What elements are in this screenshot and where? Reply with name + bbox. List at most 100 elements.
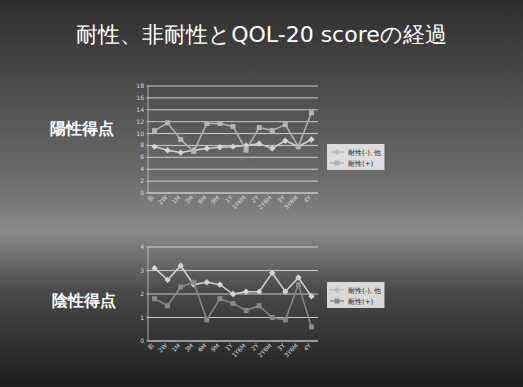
chart: 陽性得点024681012141618前2W1M3M6M9M1Y1Y6M2Y2Y… bbox=[50, 82, 384, 210]
y-axis bbox=[148, 247, 149, 341]
x-tick-label: 3M bbox=[183, 194, 194, 205]
grid-line bbox=[148, 133, 318, 134]
marker bbox=[283, 122, 288, 127]
marker bbox=[165, 303, 170, 308]
slide: 耐性、非耐性とQOL-20 scoreの経過陽性得点02468101214161… bbox=[0, 0, 523, 387]
x-tick-label: 4Y bbox=[302, 194, 312, 204]
marker bbox=[309, 324, 314, 329]
legend: 耐性(-), 他耐性(+) bbox=[327, 282, 384, 308]
grid-line bbox=[148, 317, 318, 318]
series-line bbox=[155, 140, 312, 153]
marker bbox=[282, 137, 288, 143]
y-tick-label: 1 bbox=[140, 314, 144, 321]
marker bbox=[151, 143, 157, 149]
grid-line bbox=[148, 109, 318, 110]
y-tick-label: 18 bbox=[136, 82, 144, 89]
background bbox=[0, 0, 523, 387]
y-tick-label: 12 bbox=[136, 118, 144, 125]
legend-marker bbox=[334, 149, 340, 155]
marker bbox=[204, 317, 209, 322]
marker bbox=[269, 270, 275, 276]
grid-line bbox=[148, 169, 318, 170]
marker bbox=[256, 140, 262, 146]
x-tick-label: 6M bbox=[196, 194, 207, 205]
marker bbox=[231, 124, 236, 129]
legend-label: 耐性(+) bbox=[348, 298, 374, 306]
grid-line bbox=[148, 121, 318, 122]
marks bbox=[151, 110, 314, 156]
marker bbox=[269, 145, 275, 151]
marker bbox=[296, 144, 301, 149]
marker bbox=[177, 263, 183, 269]
grid-line bbox=[148, 341, 318, 342]
x-tick-label: 2W bbox=[156, 342, 168, 354]
x-tick-label: 6M bbox=[196, 342, 207, 353]
marker bbox=[151, 265, 157, 271]
marker bbox=[243, 288, 249, 294]
marker bbox=[296, 282, 301, 287]
legend-marker bbox=[335, 161, 340, 166]
marker bbox=[165, 120, 170, 125]
marker bbox=[282, 288, 288, 294]
y-tick-label: 6 bbox=[140, 153, 144, 160]
chart-title: 陰性得点 bbox=[52, 291, 116, 310]
x-tick-label: 1M bbox=[170, 342, 181, 353]
marker bbox=[204, 121, 209, 126]
y-tick-label: 4 bbox=[140, 165, 144, 172]
x-tick-label: 4Y bbox=[302, 342, 312, 352]
marker bbox=[204, 279, 210, 285]
marker bbox=[217, 121, 222, 126]
grid-line bbox=[148, 270, 318, 271]
marker bbox=[230, 143, 236, 149]
marker bbox=[270, 128, 275, 133]
chart-title: 陽性得点 bbox=[50, 119, 114, 138]
grid-line bbox=[148, 157, 318, 158]
marker bbox=[217, 144, 223, 150]
marker bbox=[191, 149, 196, 154]
y-tick-label: 2 bbox=[140, 290, 144, 297]
x-axis bbox=[148, 193, 318, 194]
x-tick-label: 2Y6M bbox=[256, 342, 273, 359]
marker bbox=[204, 145, 210, 151]
marker bbox=[244, 148, 249, 153]
grid-line bbox=[148, 181, 318, 182]
marker bbox=[164, 277, 170, 283]
x-tick-label: 3M bbox=[183, 342, 194, 353]
x-tick-label: 2Y6M bbox=[256, 194, 273, 211]
x-tick-label: 前 bbox=[146, 342, 155, 351]
series-line bbox=[155, 282, 312, 327]
y-tick-label: 0 bbox=[140, 189, 144, 196]
marker bbox=[308, 293, 314, 299]
x-tick-label: 3Y6M bbox=[282, 194, 299, 211]
x-tick-label: 9M bbox=[209, 342, 220, 353]
marker bbox=[270, 315, 275, 320]
chart: 陰性得点01234前2W1M3M6M9M1Y1Y6M2Y2Y6M3Y3Y6M4Y… bbox=[52, 243, 384, 358]
y-tick-label: 0 bbox=[140, 337, 144, 344]
y-tick-label: 10 bbox=[136, 130, 144, 137]
marker bbox=[152, 296, 157, 301]
marker bbox=[178, 137, 183, 142]
x-tick-label: 前 bbox=[146, 194, 155, 203]
grid-line bbox=[148, 86, 318, 87]
marks bbox=[151, 263, 314, 330]
legend-label: 耐性(-), 他 bbox=[348, 149, 381, 157]
legend-marker bbox=[335, 299, 340, 304]
marker bbox=[177, 149, 183, 155]
marker bbox=[295, 143, 301, 149]
grid-line bbox=[148, 193, 318, 194]
marker bbox=[231, 301, 236, 306]
y-axis bbox=[148, 86, 149, 193]
legend: 耐性(-), 他耐性(+) bbox=[327, 144, 384, 170]
marker bbox=[257, 125, 262, 130]
x-tick-label: 2W bbox=[156, 194, 168, 206]
marker bbox=[308, 136, 314, 142]
marker bbox=[178, 284, 183, 289]
marker bbox=[152, 128, 157, 133]
marker bbox=[295, 274, 301, 280]
grid-line bbox=[148, 247, 318, 248]
legend-label: 耐性(+) bbox=[348, 160, 374, 168]
y-tick-label: 8 bbox=[140, 141, 144, 148]
grid-line bbox=[148, 97, 318, 98]
y-tick-label: 3 bbox=[140, 267, 144, 274]
y-tick-label: 4 bbox=[140, 243, 144, 250]
